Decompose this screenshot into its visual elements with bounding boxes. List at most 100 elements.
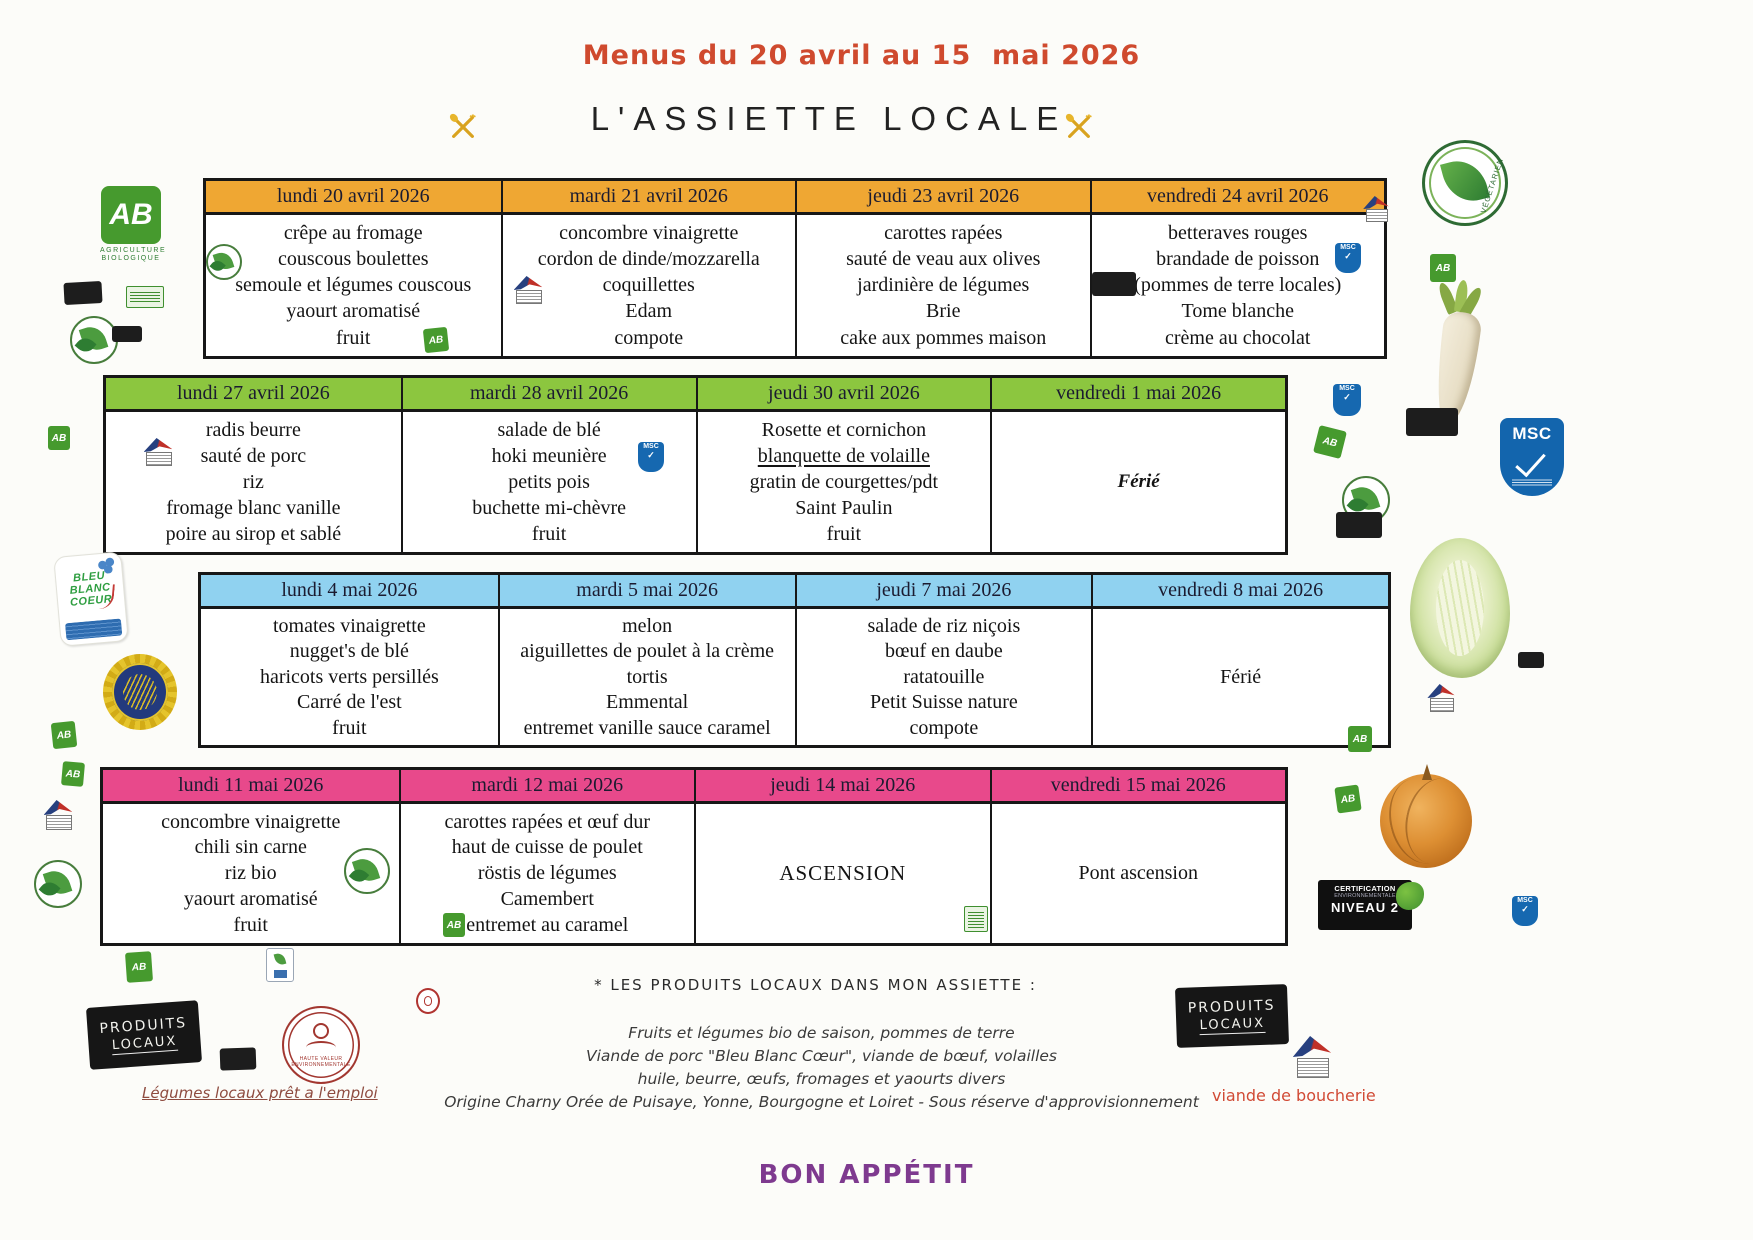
day-header: mardi 28 avril 2026	[400, 378, 696, 412]
ab-icon: AB	[1313, 425, 1347, 459]
menu-item: Camembert	[500, 888, 594, 911]
redaction-mark	[1336, 512, 1382, 538]
day-header: jeudi 30 avril 2026	[695, 378, 991, 412]
menu-item: crème au chocolat	[1165, 326, 1311, 349]
redaction-mark	[1092, 272, 1136, 296]
menu-item: petits pois	[508, 470, 590, 493]
menu-item: radis beurre	[205, 418, 301, 441]
menu-item: Emmental	[606, 691, 689, 714]
leaf-stamp-icon	[34, 860, 82, 908]
day-header: mardi 12 mai 2026	[398, 770, 694, 804]
ab-icon: AB	[48, 426, 70, 450]
menu-item: haricots verts persillés	[259, 665, 439, 688]
menu-item: riz	[242, 470, 264, 493]
day-header: mardi 5 mai 2026	[497, 575, 795, 609]
menu-item: compote	[614, 326, 684, 349]
msc-icon: MSC	[1333, 384, 1361, 416]
day-header: jeudi 14 mai 2026	[694, 770, 990, 804]
menu-item: couscous boulettes	[277, 248, 429, 271]
menu-item: Rosette et cornichon	[761, 418, 927, 441]
menu-item: chili sin carne	[194, 836, 307, 859]
redaction-mark	[112, 326, 142, 342]
day-header: lundi 20 avril 2026	[206, 181, 501, 215]
menu-item: Saint Paulin	[795, 496, 893, 519]
ab-icon: AB	[60, 761, 86, 787]
menu-item-ferie: Férié	[1117, 471, 1160, 493]
menu-item: compote	[909, 716, 979, 739]
menu-day-cell: ASCENSION	[694, 804, 990, 943]
menu-item: Brie	[926, 300, 961, 323]
menu-item: carottes rapées	[884, 221, 1003, 244]
ab-organic-logo: AB AGRICULTURE BIOLOGIQUE	[100, 186, 165, 263]
redaction-mark	[1406, 408, 1458, 436]
vegetarien-label: VÉGÉTARIEN	[1478, 156, 1506, 215]
ab-icon: AB	[124, 951, 154, 983]
cutlery-icon	[1065, 113, 1092, 138]
menu-day-cell: crêpe au fromage couscous boulettes semo…	[206, 215, 501, 356]
ab-icon: AB	[422, 326, 450, 354]
menu-item: Tome blanche	[1181, 300, 1294, 323]
green-stamp-icon	[126, 286, 164, 308]
day-header: vendredi 15 mai 2026	[989, 770, 1285, 804]
menu-item: haut de cuisse de poulet	[451, 836, 643, 859]
hve-stamp: HAUTE VALEUR ENVIRONNEMENTALE	[282, 1006, 360, 1084]
msc-icon: MSC	[1512, 896, 1538, 926]
menu-item: buchette mi-chèvre	[472, 496, 627, 519]
cutlery-icon	[449, 113, 476, 138]
menu-item: entremet au caramel	[466, 914, 629, 937]
redaction-mark	[1518, 652, 1544, 668]
menu-item: röstis de légumes	[477, 862, 617, 885]
menu-item: riz bio	[224, 862, 277, 885]
butcher-meat-note: viande de boucherie	[1212, 1086, 1376, 1105]
menu-item: entremet vanille sauce caramel	[523, 716, 771, 739]
menu-day-cell: radis beurre sauté de porc riz fromage b…	[106, 412, 401, 552]
menu-day-cell: concombre vinaigrette cordon de dinde/mo…	[500, 215, 796, 356]
viandes-de-france-icon	[1360, 196, 1392, 222]
green-stamp-icon	[964, 906, 988, 932]
vegetarien-badge: VÉGÉTARIEN	[1422, 140, 1508, 226]
hve-field-glyph	[306, 1040, 336, 1054]
menu-item: cake aux pommes maison	[840, 326, 1047, 349]
menu-item: carottes rapées et œuf dur	[444, 810, 650, 833]
menu-item: melon	[622, 615, 673, 637]
menu-day-cell: concombre vinaigrette chili sin carne ri…	[103, 804, 399, 943]
menu-item: semoule et légumes couscous	[235, 274, 472, 297]
menu-item: brandade de poisson	[1156, 248, 1320, 271]
footer-line: Viande de porc "Bleu Blanc Cœur", viande…	[585, 1047, 1057, 1065]
viandes-de-france-icon	[140, 438, 176, 466]
viandes-de-france-icon	[40, 800, 76, 830]
menu-item: salade de blé	[497, 418, 601, 441]
page-title: Menus du 20 avril au 15 mai 2026	[582, 40, 1141, 71]
menu-item: salade de riz niçois	[867, 615, 1021, 637]
menu-day-cell: Pont ascension	[989, 804, 1286, 943]
menu-day-cell: salade de riz niçois bœuf en daube ratat…	[794, 609, 1092, 745]
parsnip-illustration	[1412, 279, 1502, 427]
menu-item: yaourt aromatisé	[286, 300, 421, 323]
ab-icon: AB	[50, 720, 78, 750]
menu-day-cell: Rosette et cornichon blanquette de volai…	[695, 412, 991, 552]
menu-item: ratatouille	[903, 665, 985, 688]
ab-icon: AB	[1334, 784, 1362, 814]
menu-item: gratin de courgettes/pdt	[749, 470, 939, 493]
menu-item: fromage blanc vanille	[166, 496, 341, 519]
menu-item: bœuf en daube	[885, 640, 1003, 663]
menu-item: Carré de l'est	[297, 691, 402, 714]
menu-item: cordon de dinde/mozzarella	[537, 248, 760, 271]
menu-item-ascension: ASCENSION	[779, 860, 907, 885]
red-stamp-icon	[416, 988, 440, 1014]
viandes-de-france-icon	[1288, 1036, 1336, 1078]
menu-day-cell: tomates vinaigrette nugget's de blé hari…	[201, 609, 498, 745]
ab-icon: AB	[1348, 726, 1372, 752]
day-header: vendredi 1 mai 2026	[990, 378, 1285, 412]
msc-icon: MSC	[638, 442, 664, 472]
produits-locaux-chalkboard: PRODUITS LOCAUX	[1174, 984, 1290, 1048]
menu-week-1: lundi 20 avril 2026 mardi 21 avril 2026 …	[203, 178, 1387, 359]
sprout-stamp-icon	[266, 948, 294, 982]
menu-item: yaourt aromatisé	[183, 888, 318, 911]
day-header: lundi 11 mai 2026	[103, 770, 399, 804]
leaf-stamp-icon	[70, 316, 118, 364]
menu-item: crêpe au fromage	[283, 221, 423, 244]
leaf-stamp-icon	[344, 848, 390, 894]
menu-day-cell: Férié	[1091, 609, 1388, 745]
